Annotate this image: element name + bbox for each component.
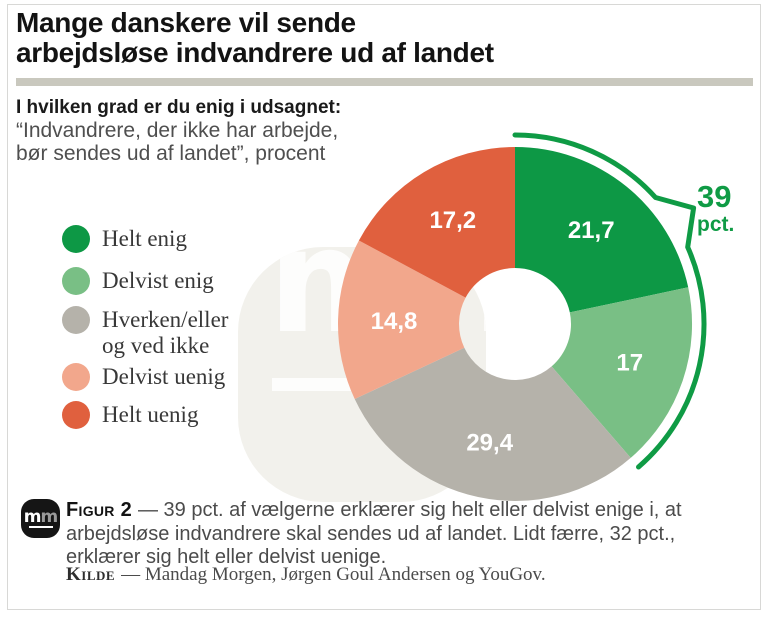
legend-label-delvist-uenig: Delvist uenig: [102, 364, 226, 389]
mm-logo-letters: mm: [23, 506, 59, 527]
mm-logo-m2: m: [40, 506, 59, 527]
callout-value: 39: [697, 179, 732, 214]
donut-segments: [337, 147, 693, 501]
legend-item-helt-enig: Helt enig: [62, 225, 187, 253]
donut-segment-1: [551, 287, 693, 458]
legend-label-delvist-enig: Delvist enig: [102, 268, 214, 293]
legend-dot-helt-enig: [62, 225, 90, 253]
legend-dot-helt-uenig: [62, 401, 90, 429]
legend-label-helt-uenig: Helt uenig: [102, 402, 199, 427]
callout-39pct: 39 pct.: [697, 181, 734, 235]
donut-label-0: 21,7: [568, 217, 615, 244]
legend-dot-delvist-enig: [62, 267, 90, 295]
donut-label-4: 17,2: [429, 207, 476, 234]
legend-item-hverken-eller: Hverken/eller og ved ikke: [62, 306, 228, 359]
donut-value-labels: 21,7 17 29,4 14,8 17,2: [371, 207, 643, 456]
figur-text: — 39 pct. af vælgerne erklærer sig helt …: [66, 499, 682, 568]
source-line: Kilde — Mandag Morgen, Jørgen Goul Anders…: [66, 564, 546, 586]
mm-logo: mm: [21, 499, 60, 538]
legend-label-hverken-line1: Hverken/eller: [102, 307, 229, 332]
question-quote: “Indvandrere, der ikke har arbejde, bør …: [16, 119, 338, 165]
donut-segment-0: [515, 147, 689, 313]
quote-line-1: “Indvandrere, der ikke har arbejde,: [16, 119, 339, 142]
figur-label: Figur 2: [66, 499, 132, 521]
question-heading: I hvilken grad er du enig i udsagnet:: [16, 97, 342, 118]
mm-logo-underline: [28, 525, 53, 528]
donut-segment-2: [354, 347, 631, 501]
donut-label-2: 29,4: [466, 429, 513, 456]
donut-segment-3: [337, 240, 466, 399]
donut-segment-4: [358, 147, 515, 298]
donut-label-1: 17: [616, 350, 643, 377]
legend-item-delvist-enig: Delvist enig: [62, 267, 214, 295]
quote-line-2: bør sendes ud af landet”, procent: [16, 142, 326, 165]
kilde-label: Kilde: [66, 564, 116, 585]
callout-unit: pct.: [697, 213, 735, 236]
figure-caption: Figur 2— 39 pct. af vælgerne erklærer si…: [66, 499, 698, 570]
legend-item-delvist-uenig: Delvist uenig: [62, 363, 225, 391]
bracket-39pct: [512, 132, 707, 470]
kilde-text: — Mandag Morgen, Jørgen Goul Andersen og…: [121, 564, 546, 585]
legend-label-hverken-eller: Hverken/eller og ved ikke: [102, 306, 228, 359]
legend-dot-hverken-eller: [62, 306, 90, 334]
mm-logo-m1: m: [23, 506, 42, 527]
title-divider: [16, 78, 753, 86]
legend-dot-delvist-uenig: [62, 363, 90, 391]
legend-label-hverken-line2: og ved ikke: [102, 333, 210, 358]
donut-label-3: 14,8: [371, 308, 418, 335]
title-line-2: arbejdsløse indvandrere ud af landet: [16, 37, 494, 68]
page-title: Mange danskere vil sende arbejdsløse ind…: [16, 8, 494, 68]
legend-label-helt-enig: Helt enig: [102, 226, 187, 251]
title-line-1: Mange danskere vil sende: [16, 7, 356, 38]
legend-item-helt-uenig: Helt uenig: [62, 401, 198, 429]
